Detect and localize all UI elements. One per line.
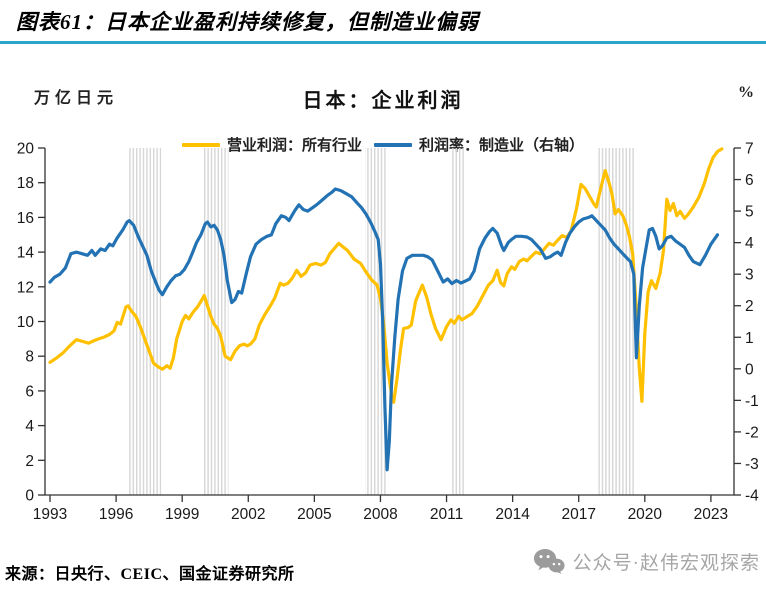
legend-swatch [374, 142, 412, 147]
watermark: 公众号·赵伟宏观探索 [533, 548, 760, 575]
recession-band [128, 148, 162, 495]
left-tick-label: 2 [25, 453, 34, 470]
recession-band [365, 148, 387, 495]
right-tick-label: 6 [745, 172, 754, 189]
left-tick-label: 0 [25, 488, 34, 505]
x-tick-label: 2008 [363, 506, 397, 523]
x-tick-label: 2014 [495, 506, 530, 523]
right-tick-label: 4 [745, 235, 754, 252]
series-line-profit-margin [48, 187, 720, 472]
x-tick-label: 1996 [99, 506, 133, 523]
left-axis-title: 万亿日元 [34, 90, 119, 107]
recession-bands [128, 148, 635, 495]
left-tick-label: 10 [17, 314, 35, 331]
right-tick-label: 5 [745, 204, 754, 221]
right-tick-label: -3 [745, 456, 759, 473]
recession-band [203, 148, 229, 495]
recession-band [598, 148, 635, 495]
watermark-text: 公众号·赵伟宏观探索 [572, 553, 760, 574]
right-tick-label: -2 [745, 424, 759, 441]
left-tick-label: 8 [25, 349, 34, 366]
left-tick-label: 18 [17, 175, 34, 192]
recession-band [450, 148, 465, 495]
series-line-operating-profit [48, 147, 724, 404]
right-tick-label: 0 [745, 361, 754, 378]
chart-title: 日本：企业利润 [302, 90, 464, 112]
left-tick-label: 14 [17, 245, 35, 262]
right-tick-label: -1 [745, 393, 759, 410]
left-tick-label: 12 [17, 279, 34, 296]
x-tick-label: 1999 [165, 506, 199, 523]
chart-series [48, 147, 724, 472]
left-tick-label: 4 [25, 418, 34, 435]
right-tick-label: 3 [745, 267, 754, 284]
x-tick-label: 2005 [297, 506, 331, 523]
source-note: 来源：日央行、CEIC、国金证券研究所 [5, 566, 295, 583]
right-tick-label: 2 [745, 298, 754, 315]
x-tick-label: 2017 [561, 506, 595, 523]
left-tick-label: 6 [25, 383, 34, 400]
x-tick-label: 2020 [628, 506, 663, 523]
x-tick-label: 2023 [694, 506, 728, 523]
legend-label: 营业利润：所有行业 [226, 138, 362, 154]
right-axis-title: % [738, 84, 754, 101]
right-tick-label: -4 [745, 488, 759, 505]
figure-caption: 图表61：日本企业盈利持续修复，但制造业偏弱 [16, 10, 479, 34]
x-tick-label: 2002 [231, 506, 265, 523]
right-tick-label: 1 [745, 330, 754, 347]
right-tick-label: 7 [745, 141, 754, 158]
legend-swatch [181, 142, 220, 147]
title-divider [0, 41, 766, 44]
left-tick-label: 16 [17, 210, 34, 227]
wechat-icon [533, 549, 565, 574]
legend-item-operating-profit: 营业利润：所有行业 [181, 134, 362, 155]
x-tick-label: 2011 [430, 506, 463, 523]
left-tick-label: 20 [17, 141, 35, 158]
x-tick-label: 1993 [33, 506, 67, 523]
